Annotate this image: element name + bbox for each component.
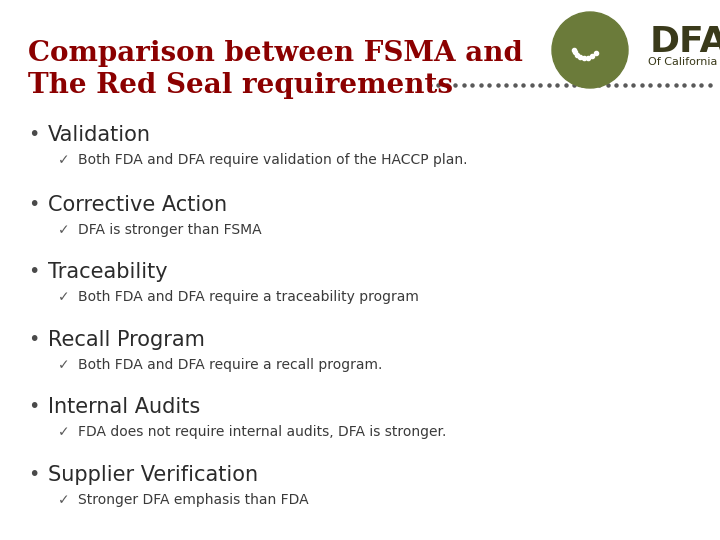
Text: ✓: ✓	[58, 290, 70, 304]
Text: Internal Audits: Internal Audits	[48, 397, 200, 417]
Text: •: •	[28, 397, 40, 416]
Text: Stronger DFA emphasis than FDA: Stronger DFA emphasis than FDA	[78, 493, 309, 507]
Text: •: •	[28, 125, 40, 144]
Text: •: •	[28, 262, 40, 281]
Text: Both FDA and DFA require a recall program.: Both FDA and DFA require a recall progra…	[78, 358, 382, 372]
Text: Recall Program: Recall Program	[48, 330, 205, 350]
Text: Both FDA and DFA require validation of the HACCP plan.: Both FDA and DFA require validation of t…	[78, 153, 467, 167]
Text: Corrective Action: Corrective Action	[48, 195, 227, 215]
Text: •: •	[28, 330, 40, 349]
Text: •: •	[28, 465, 40, 484]
Text: ✓: ✓	[58, 493, 70, 507]
Text: Comparison between FSMA and: Comparison between FSMA and	[28, 40, 523, 67]
Text: DFA is stronger than FSMA: DFA is stronger than FSMA	[78, 223, 261, 237]
Text: FDA does not require internal audits, DFA is stronger.: FDA does not require internal audits, DF…	[78, 425, 446, 439]
Circle shape	[552, 12, 628, 88]
Text: Supplier Verification: Supplier Verification	[48, 465, 258, 485]
Text: DFA: DFA	[650, 25, 720, 59]
Text: ✓: ✓	[58, 153, 70, 167]
Text: The Red Seal requirements: The Red Seal requirements	[28, 72, 453, 99]
Text: •: •	[28, 195, 40, 214]
Text: ✓: ✓	[58, 223, 70, 237]
Text: Traceability: Traceability	[48, 262, 168, 282]
Text: Both FDA and DFA require a traceability program: Both FDA and DFA require a traceability …	[78, 290, 419, 304]
Text: ✓: ✓	[58, 425, 70, 439]
Text: ✓: ✓	[58, 358, 70, 372]
Text: Validation: Validation	[48, 125, 151, 145]
Text: Of California: Of California	[648, 57, 717, 67]
